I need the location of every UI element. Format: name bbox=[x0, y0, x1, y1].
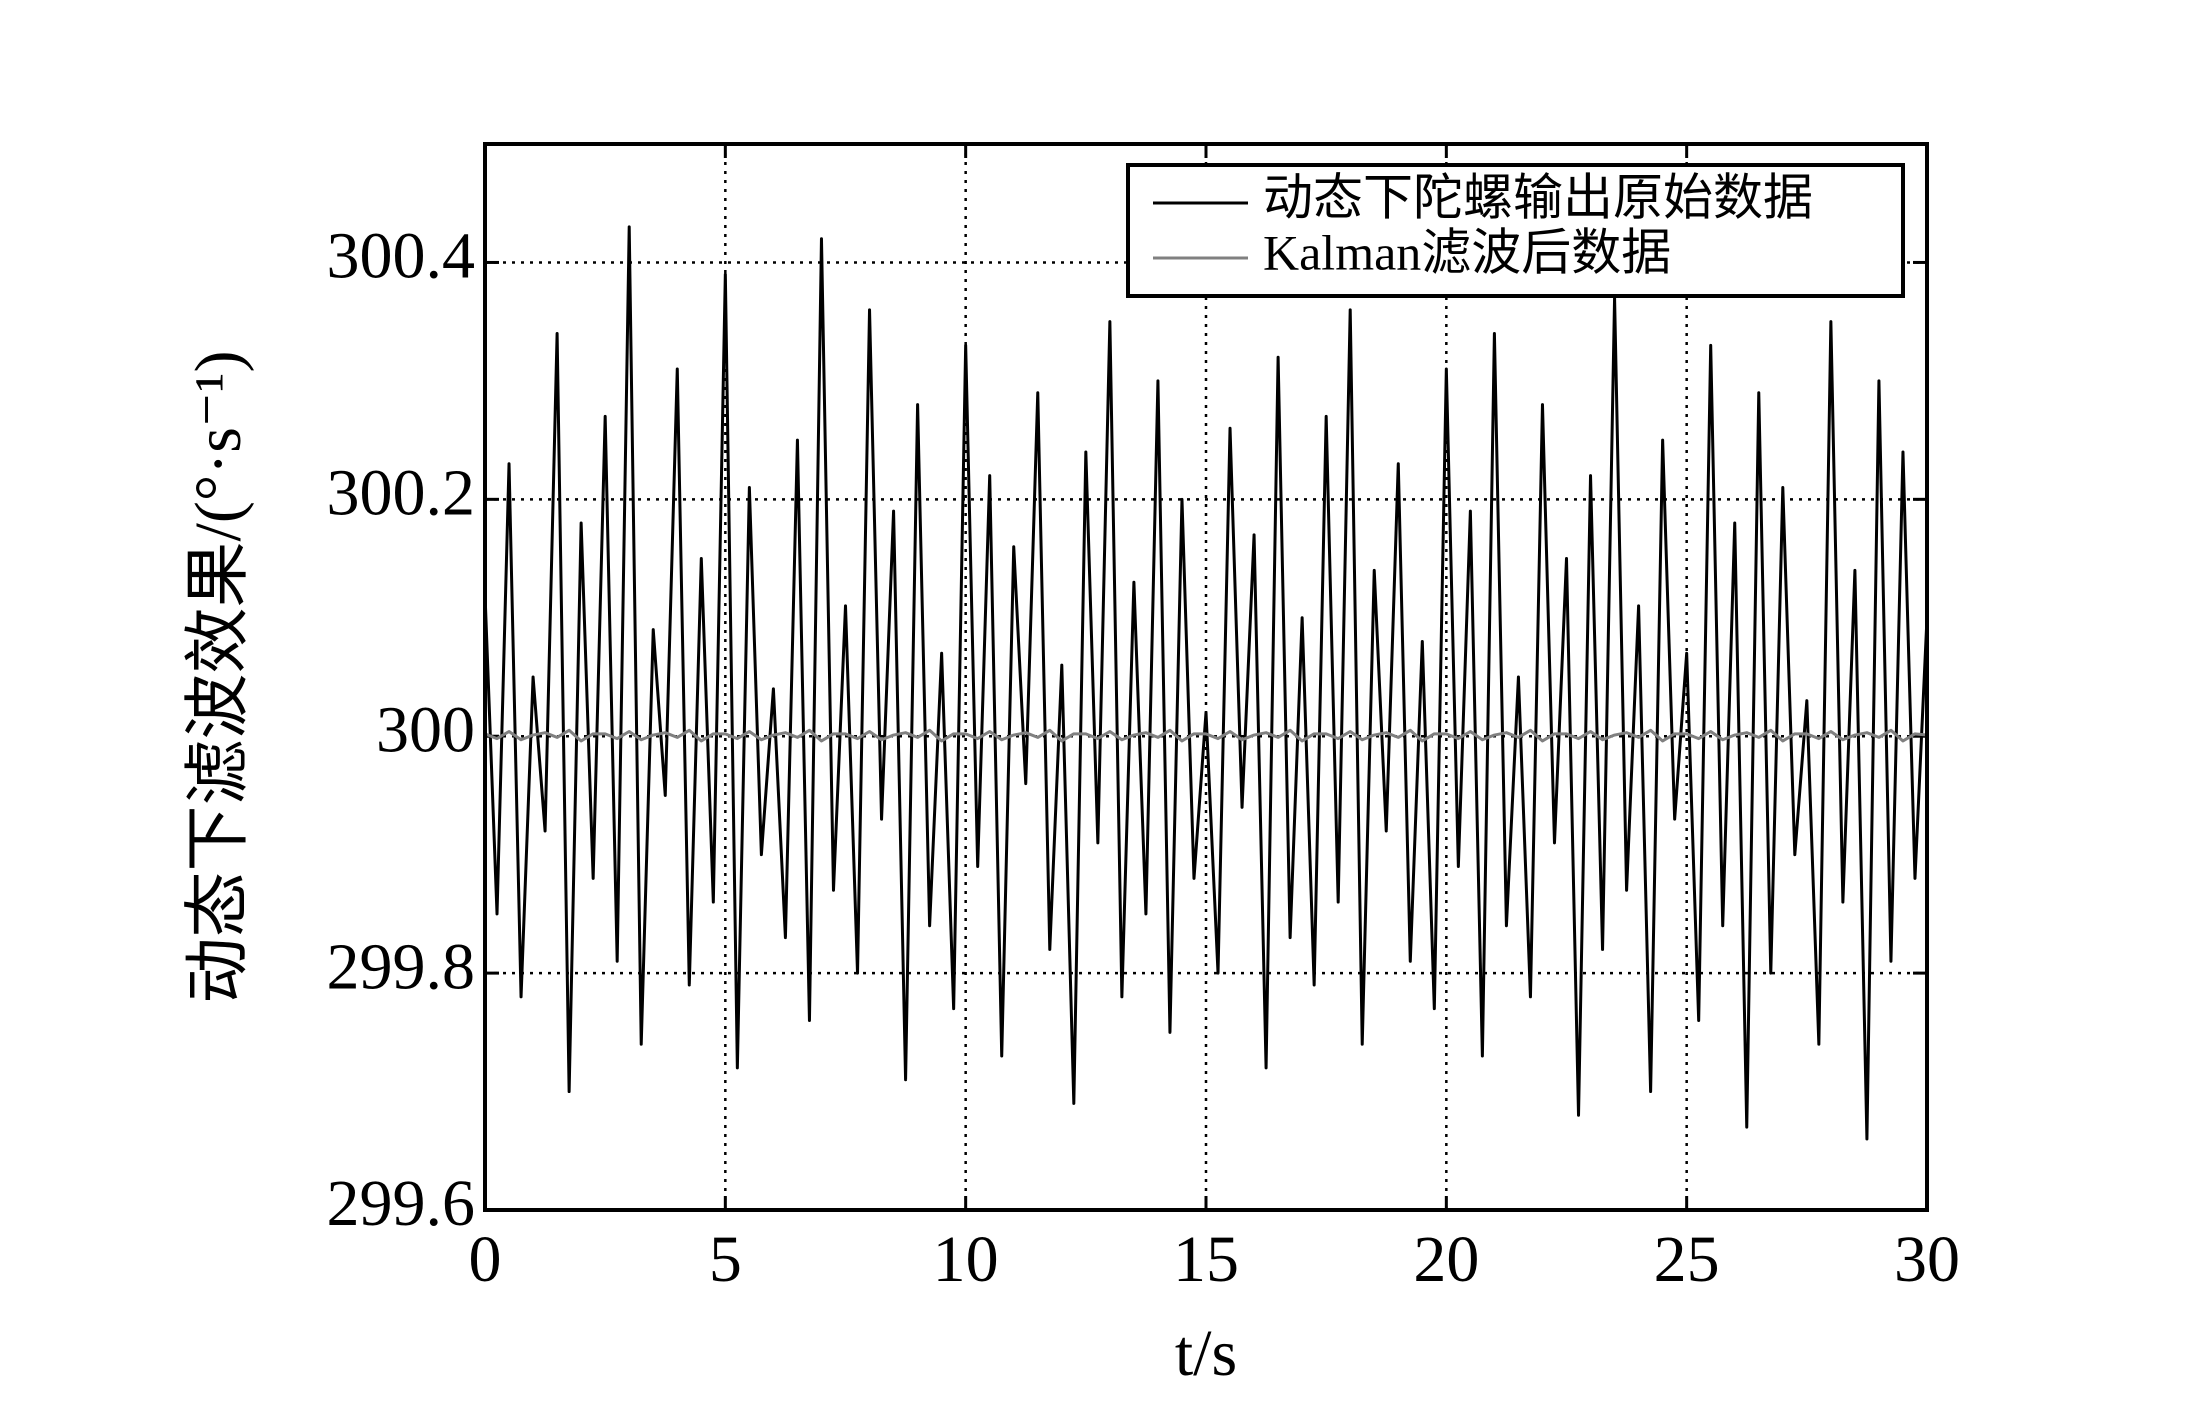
y-tick-label: 300.4 bbox=[327, 220, 476, 293]
plot-frame bbox=[483, 142, 1929, 1212]
x-tick-label: 0 bbox=[469, 1223, 502, 1296]
x-tick-label: 25 bbox=[1654, 1223, 1720, 1296]
x-tick-label: 30 bbox=[1894, 1223, 1960, 1296]
x-tick-label: 20 bbox=[1413, 1223, 1479, 1296]
y-tick-label: 299.6 bbox=[327, 1167, 476, 1240]
x-axis-label: t/s bbox=[1175, 1317, 1237, 1390]
y-tick-label: 300 bbox=[376, 693, 475, 766]
data-line bbox=[483, 225, 1929, 1141]
x-tick-label: 5 bbox=[709, 1223, 742, 1296]
y-tick-label: 299.8 bbox=[327, 930, 476, 1003]
y-tick-label: 300.2 bbox=[327, 456, 476, 529]
legend-box bbox=[1126, 163, 1905, 298]
x-tick-label: 10 bbox=[933, 1223, 999, 1296]
legend-label: 动态下陀螺输出原始数据 bbox=[1263, 169, 1813, 225]
y-axis-label: 动态下滤波效果/(°·s⁻¹) bbox=[182, 351, 255, 1004]
data-line bbox=[484, 728, 1928, 743]
legend-label: Kalman滤波后数据 bbox=[1263, 224, 1671, 280]
x-tick-label: 15 bbox=[1173, 1223, 1239, 1296]
